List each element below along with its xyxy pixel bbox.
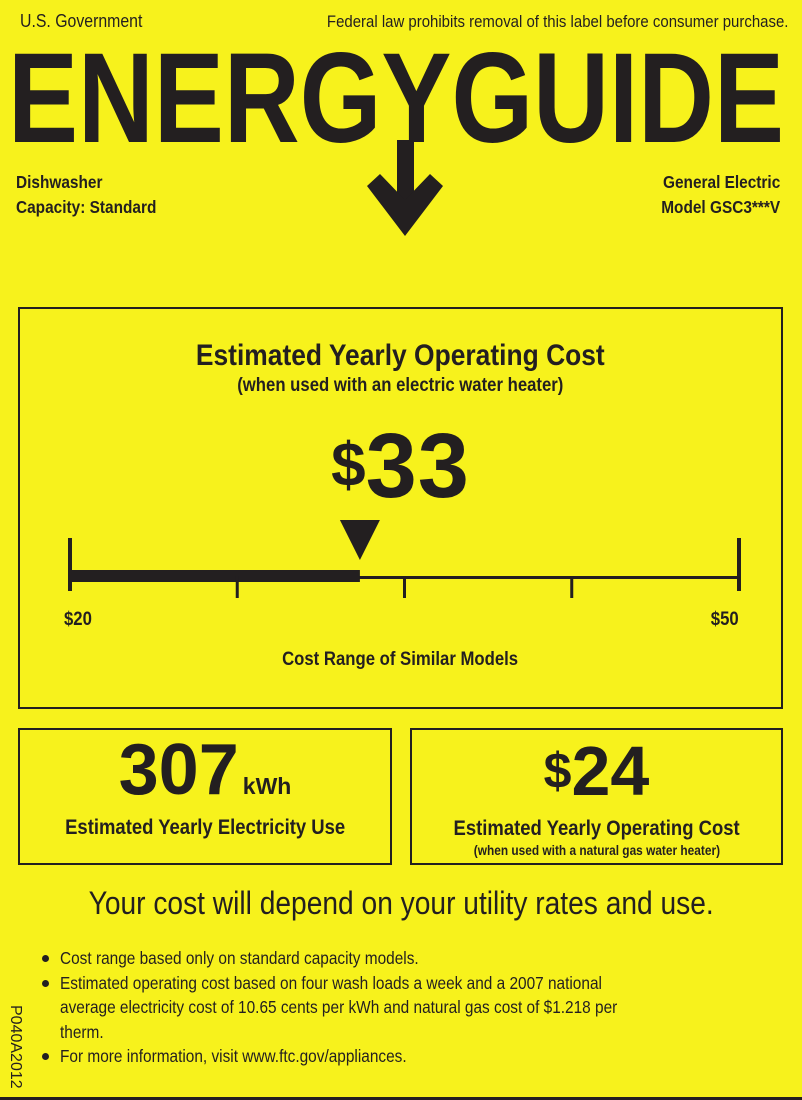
scale-fill bbox=[70, 570, 360, 582]
manufacturer: General Electric bbox=[662, 172, 780, 192]
gas-cost-panel: $24 Estimated Yearly Operating Cost (whe… bbox=[410, 728, 783, 865]
logo-text: ENERGYGUIDE bbox=[8, 40, 784, 170]
operating-cost-panel: Estimated Yearly Operating Cost (when us… bbox=[18, 307, 783, 709]
note-item: Cost range based only on standard capaci… bbox=[38, 946, 638, 971]
removal-notice: Federal law prohibits removal of this la… bbox=[326, 12, 788, 31]
range-max-label: $50 bbox=[711, 609, 739, 630]
product-capacity: Capacity: Standard bbox=[16, 197, 157, 217]
product-info: Dishwasher Capacity: Standard bbox=[16, 170, 175, 220]
range-caption: Cost Range of Similar Models bbox=[282, 649, 519, 670]
scale-min-tick bbox=[68, 538, 72, 591]
note-item: For more information, visit www.ftc.gov/… bbox=[38, 1044, 638, 1069]
range-min-label: $20 bbox=[64, 609, 92, 630]
scale-pointer bbox=[339, 520, 380, 560]
electricity-value: 307 kWh bbox=[118, 730, 292, 810]
cost-subtitle: (when used with an electric water heater… bbox=[237, 375, 564, 396]
cost-range-scale bbox=[68, 520, 741, 598]
issuer-text: U.S. Government bbox=[20, 11, 143, 31]
notes-list: Cost range based only on standard capaci… bbox=[38, 946, 638, 1069]
arrow-down-icon bbox=[367, 140, 443, 236]
scale-tick bbox=[570, 576, 574, 598]
label-code: P040A2012 bbox=[7, 1005, 24, 1089]
gas-cost-sublabel: (when used with a natural gas water heat… bbox=[473, 843, 720, 858]
manufacturer-info: General Electric Model GSC3***V bbox=[645, 170, 780, 220]
cost-title: Estimated Yearly Operating Cost bbox=[196, 339, 605, 372]
cost-value: $33 bbox=[331, 415, 470, 517]
note-item: Estimated operating cost based on four w… bbox=[38, 971, 620, 1045]
scale-tick bbox=[403, 576, 406, 598]
gas-cost-label: Estimated Yearly Operating Cost bbox=[453, 817, 740, 840]
bottom-border bbox=[0, 1097, 802, 1100]
product-type: Dishwasher bbox=[16, 172, 103, 192]
scale-tick bbox=[235, 576, 239, 598]
disclaimer: Your cost will depend on your utility ra… bbox=[88, 885, 714, 921]
scale-max-tick bbox=[737, 538, 741, 591]
electricity-use-panel: 307 kWh Estimated Yearly Electricity Use bbox=[18, 728, 392, 865]
gas-cost-value: $24 bbox=[543, 732, 650, 810]
energyguide-logo: ENERGYGUIDE bbox=[8, 40, 784, 236]
electricity-label: Estimated Yearly Electricity Use bbox=[64, 816, 346, 839]
model-number: Model GSC3***V bbox=[661, 197, 780, 217]
